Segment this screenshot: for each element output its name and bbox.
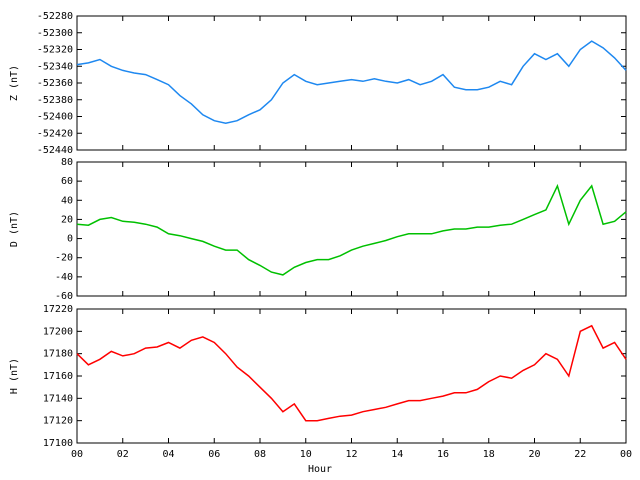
y-tick-label: -52360 — [37, 78, 73, 89]
y-tick-label: -52340 — [37, 61, 73, 72]
y-tick-label: 20 — [61, 214, 73, 225]
y-tick-label: 17160 — [43, 371, 73, 382]
x-tick-label: 12 — [345, 449, 357, 460]
plot-frame — [76, 308, 627, 444]
y-axis-label: Z (nT) — [9, 65, 20, 101]
y-tick-label: 60 — [61, 176, 73, 187]
x-tick-label: 00 — [71, 449, 83, 460]
y-tick-label: 17120 — [43, 416, 73, 427]
x-tick-label: 18 — [483, 449, 495, 460]
y-tick-label: -40 — [55, 272, 73, 283]
y-tick-label: -52380 — [37, 95, 73, 106]
x-tick-label: 08 — [254, 449, 266, 460]
x-tick-label: 22 — [574, 449, 586, 460]
x-tick-label: 20 — [528, 449, 540, 460]
y-tick-label: -52400 — [37, 112, 73, 123]
y-tick-label: 17200 — [43, 326, 73, 337]
x-tick-label: 02 — [117, 449, 129, 460]
y-tick-label: 17220 — [43, 304, 73, 315]
y-axis-label: H (nT) — [9, 358, 20, 394]
x-tick-label: 06 — [208, 449, 220, 460]
y-tick-label: -52420 — [37, 128, 73, 139]
data-line — [76, 40, 627, 124]
data-line — [76, 324, 627, 422]
x-tick-label: 14 — [391, 449, 403, 460]
plot-frame — [76, 15, 627, 151]
y-tick-label: 17140 — [43, 393, 73, 404]
x-tick-label: 00 — [620, 449, 632, 460]
y-tick-label: -52440 — [37, 145, 73, 156]
y-tick-label: -20 — [55, 253, 73, 264]
y-tick-label: -52300 — [37, 28, 73, 39]
y-tick-label: 17100 — [43, 438, 73, 449]
x-tick-label: 04 — [162, 449, 174, 460]
data-line — [76, 183, 627, 276]
y-tick-label: 80 — [61, 157, 73, 168]
y-tick-label: -52320 — [37, 45, 73, 56]
y-tick-label: 0 — [67, 234, 73, 245]
y-tick-label: -52280 — [37, 11, 73, 22]
y-tick-label: 40 — [61, 195, 73, 206]
x-tick-label: 16 — [437, 449, 449, 460]
y-tick-label: 17180 — [43, 349, 73, 360]
x-tick-label: 10 — [300, 449, 312, 460]
x-axis-label: Hour — [308, 464, 332, 475]
y-tick-label: -60 — [55, 291, 73, 302]
y-axis-label: D (nT) — [9, 211, 20, 247]
